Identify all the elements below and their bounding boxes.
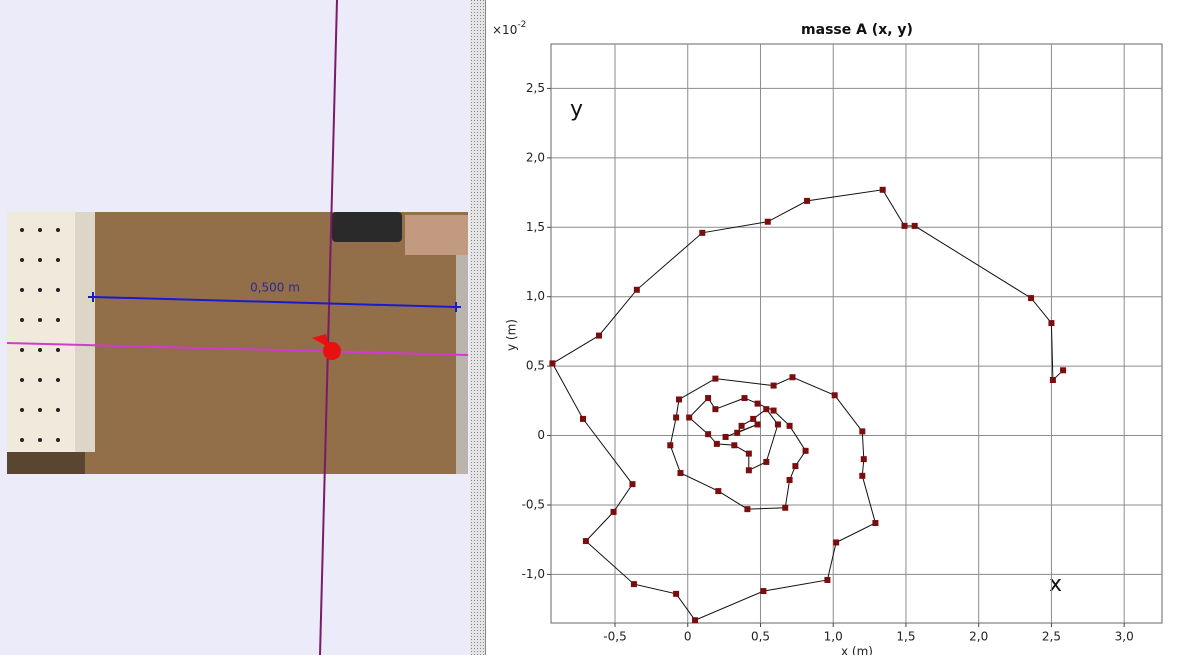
data-point — [912, 223, 918, 229]
data-point — [1048, 320, 1054, 326]
data-point — [699, 230, 705, 236]
data-point — [771, 383, 777, 389]
data-point — [859, 428, 865, 434]
data-point — [902, 223, 908, 229]
x-tick-label: -0,5 — [603, 630, 626, 644]
data-point — [755, 421, 761, 427]
x-tick-label: 0 — [684, 630, 692, 644]
data-point — [775, 421, 781, 427]
data-point — [596, 333, 602, 339]
data-point — [631, 581, 637, 587]
data-point — [692, 617, 698, 623]
data-point — [677, 470, 683, 476]
data-point — [744, 506, 750, 512]
data-point — [549, 360, 555, 366]
data-point — [804, 198, 810, 204]
data-point — [832, 392, 838, 398]
x-tick-label: 1,0 — [824, 630, 843, 644]
data-point — [789, 374, 795, 380]
data-point — [611, 509, 617, 515]
y-tick-label: 0 — [537, 428, 545, 442]
data-point — [782, 505, 788, 511]
plot-area — [551, 44, 1162, 623]
data-point — [676, 396, 682, 402]
data-point — [760, 588, 766, 594]
calibration-label: 0,500 m — [250, 281, 300, 295]
data-point — [1060, 367, 1066, 373]
chart-title: masse A (x, y) — [801, 22, 913, 38]
y-tick-label: 2,5 — [526, 81, 545, 95]
data-point — [705, 431, 711, 437]
data-point — [787, 477, 793, 483]
data-point — [673, 591, 679, 597]
data-point — [755, 401, 761, 407]
video-frame — [7, 212, 468, 474]
y-tick-label: 1,0 — [526, 289, 545, 303]
data-point — [1050, 377, 1056, 383]
screen: 0,500 m masse A (x, y) ×10-2 y (m) x (m)… — [0, 0, 1194, 655]
data-point — [686, 415, 692, 421]
data-point — [712, 376, 718, 382]
data-point — [787, 423, 793, 429]
data-point — [880, 187, 886, 193]
y-tick-label: -0,5 — [522, 497, 545, 511]
data-point — [765, 219, 771, 225]
data-point — [861, 456, 867, 462]
data-point — [859, 473, 865, 479]
data-point — [629, 481, 635, 487]
data-point — [763, 459, 769, 465]
data-point — [580, 416, 586, 422]
data-point — [1028, 295, 1034, 301]
y-tick-label: 2,0 — [526, 150, 545, 164]
data-point — [705, 395, 711, 401]
y-axis-label: y (m) — [505, 319, 519, 351]
x-tick-label: 2,5 — [1042, 630, 1061, 644]
data-point — [673, 415, 679, 421]
y-tick-label: -1,0 — [522, 567, 545, 581]
data-point — [803, 448, 809, 454]
data-point — [583, 538, 589, 544]
data-point — [763, 406, 769, 412]
x-tick-label: 3,0 — [1115, 630, 1134, 644]
data-point — [750, 416, 756, 422]
data-point — [872, 520, 878, 526]
data-point — [667, 442, 673, 448]
multiplier-exponent: -2 — [517, 20, 526, 30]
x-tick-label: 0,5 — [751, 630, 770, 644]
y-tick-label: 0,5 — [526, 359, 545, 373]
x-tick-label: 2,0 — [969, 630, 988, 644]
data-point — [712, 406, 718, 412]
splitter[interactable] — [470, 0, 485, 655]
data-point — [833, 539, 839, 545]
data-point — [634, 287, 640, 293]
data-point — [824, 577, 830, 583]
data-point — [746, 467, 752, 473]
plot-panel: masse A (x, y) ×10-2 y (m) x (m) y x — [492, 20, 1162, 656]
x-axis-label: x (m) — [841, 645, 873, 656]
data-point — [715, 488, 721, 494]
data-point — [741, 395, 747, 401]
data-point — [771, 408, 777, 414]
data-point — [714, 441, 720, 447]
data-point — [746, 451, 752, 457]
multiplier-base: ×10 — [492, 23, 517, 37]
data-point — [792, 463, 798, 469]
axis-multiplier: ×10-2 — [492, 20, 526, 37]
data-point — [723, 434, 729, 440]
x-tick-label: 1,5 — [896, 630, 915, 644]
data-point — [731, 442, 737, 448]
data-point — [739, 423, 745, 429]
data-point — [734, 430, 740, 436]
page: {"video": {"calibration_label": "0,500 m… — [0, 0, 1194, 655]
annotation-y: y — [570, 97, 583, 122]
y-tick-label: 1,5 — [526, 220, 545, 234]
